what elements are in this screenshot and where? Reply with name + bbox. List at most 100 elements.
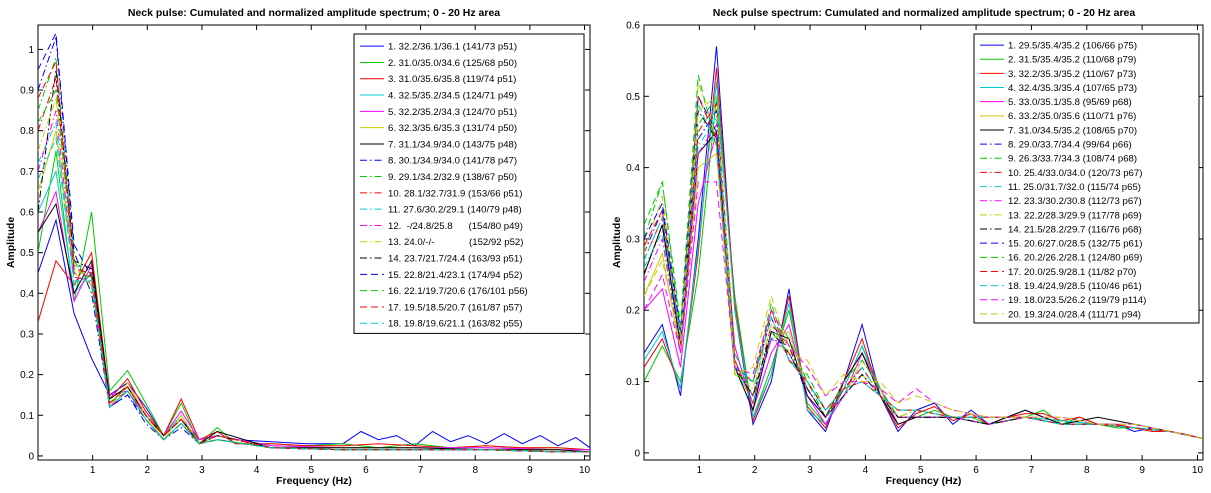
chart-title: Neck pulse spectrum: Cumulated and norma… (713, 7, 1136, 19)
legend-label-14: 14. 23.7/21.7/24.4 (163/93 p51) (388, 253, 522, 264)
y-tick-label: 0.2 (626, 306, 640, 317)
x-axis-label: Frequency (Hz) (886, 475, 962, 487)
y-tick-label: 0 (634, 448, 640, 459)
series-line-17 (644, 96, 1203, 440)
x-axis-label: Frequency (Hz) (276, 475, 352, 487)
x-tick-label: 3 (807, 465, 813, 476)
series-line-18 (38, 136, 590, 453)
legend-label-18: 18. 19.8/19.6/21.1 (163/82 p55) (388, 319, 522, 330)
x-tick-label: 5 (308, 465, 314, 476)
legend-label-8: 8. 30.1/34.9/34.0 (141/78 p47) (388, 156, 517, 167)
legend-label-19: 19. 18.0/23.5/26.2 (119/79 p114) (1008, 295, 1146, 306)
series-line-17 (38, 59, 590, 453)
x-tick-label: 10 (579, 465, 591, 476)
x-tick-label: 2 (145, 465, 151, 476)
legend-label-1: 1. 29.5/35.4/35.2 (106/66 p75) (1008, 40, 1137, 51)
y-tick-label: 0.6 (20, 208, 34, 219)
y-tick-label: 0.7 (20, 167, 34, 178)
x-tick-label: 8 (1084, 465, 1090, 476)
chart-panel-right: Neck pulse spectrum: Cumulated and norma… (606, 0, 1211, 493)
series-line-7 (644, 130, 1203, 440)
x-tick-label: 6 (363, 465, 369, 476)
x-tick-label: 1 (90, 465, 96, 476)
spectrum-chart-right: Neck pulse spectrum: Cumulated and norma… (611, 7, 1204, 487)
series-line-20 (644, 95, 1203, 440)
chart-title: Neck pulse: Cumulated and normalized amp… (128, 7, 500, 19)
legend-label-2: 2. 31.0/35.0/34.6 (125/68 p50) (388, 58, 517, 69)
x-tick-label: 4 (254, 465, 260, 476)
legend-label-13: 13. 24.0/-/- (152/92 p52) (388, 237, 523, 248)
x-tick-label: 2 (752, 465, 758, 476)
y-axis-label: Amplitude (611, 217, 623, 268)
x-tick-label: 5 (918, 465, 924, 476)
y-axis-label: Amplitude (5, 217, 17, 268)
series-line-2 (644, 96, 1203, 440)
legend-label-7: 7. 31.0/34.5/35.2 (108/65 p70) (1008, 125, 1137, 136)
x-tick-label: 6 (973, 465, 979, 476)
x-tick-label: 10 (1192, 465, 1204, 476)
x-tick-label: 9 (527, 465, 533, 476)
legend-label-7: 7. 31.1/34.9/34.0 (143/75 p48) (388, 139, 517, 150)
legend-label-12: 12. -/24.8/25.8 (154/80 p49) (388, 221, 523, 232)
legend-label-9: 9. 26.3/33.7/34.3 (108/74 p68) (1008, 154, 1137, 165)
legend-label-5: 5. 32.2/35.2/34.3 (124/70 p51) (388, 107, 517, 118)
legend: 1. 29.5/35.4/35.2 (106/66 p75) 2. 31.5/35… (973, 33, 1200, 324)
legend-label-4: 4. 32.4/35.3/35.4 (107/65 p73) (1008, 83, 1137, 94)
y-tick-label: 1 (28, 45, 34, 56)
legend-label-16: 16. 20.2/26.2/28.1 (124/80 p69) (1008, 253, 1142, 264)
y-tick-label: 0.4 (626, 163, 640, 174)
y-tick-label: 0.6 (626, 21, 640, 32)
y-tick-label: 0.8 (20, 126, 34, 137)
x-tick-label: 9 (1139, 465, 1145, 476)
series-line-15 (38, 31, 590, 453)
legend-label-5: 5. 33.0/35.1/35.8 (95/69 p68) (1008, 97, 1132, 108)
legend-label-3: 3. 32.2/35.3/35.2 (110/67 p73) (1008, 69, 1136, 80)
x-tick-label: 1 (697, 465, 703, 476)
series-line-8 (38, 37, 590, 453)
series-lines (644, 46, 1203, 440)
legend: 1. 32.2/36.1/36.1 (141/73 p51) 2. 31.0/35… (353, 33, 585, 334)
spectrum-chart-left: Neck pulse: Cumulated and normalized amp… (5, 7, 591, 487)
legend-label-6: 6. 33.2/35.0/35.6 (110/71 p76) (1008, 111, 1136, 122)
x-tick-label: 3 (199, 465, 205, 476)
legend-label-6: 6. 32.3/35.6/35.3 (131/74 p50) (388, 123, 517, 134)
legend-label-9: 9. 29.1/34.2/32.9 (138/67 p50) (388, 172, 517, 183)
legend-label-10: 10. 25.4/33.0/34.0 (120/73 p67) (1008, 168, 1142, 179)
x-tick-label: 7 (1029, 465, 1035, 476)
legend-label-11: 11. 25.0/31.7/32.0 (115/74 p65) (1008, 182, 1141, 193)
legend-label-8: 8. 29.0/33.7/34.4 (99/64 p66) (1008, 140, 1132, 151)
y-tick-label: 0.2 (20, 370, 34, 381)
x-tick-label: 4 (863, 465, 869, 476)
series-lines (38, 31, 590, 453)
legend-label-16: 16. 22.1/19.7/20.6 (176/101 p56) (388, 286, 528, 297)
legend-label-3: 3. 31.0/35.6/35.8 (119/74 p51) (388, 74, 516, 85)
legend-label-18: 18. 19.4/24.9/28.5 (110/46 p61) (1008, 281, 1142, 292)
legend-label-10: 10. 28.1/32.7/31.9 (153/66 p51) (388, 188, 522, 199)
legend-label-4: 4. 32.5/35.2/34.5 (124/71 p49) (388, 90, 517, 101)
y-tick-label: 0 (28, 451, 34, 462)
y-tick-label: 0.5 (626, 92, 640, 103)
series-line-18 (644, 103, 1203, 440)
legend-label-17: 17. 20.0/25.9/28.1 (11/82 p70) (1008, 267, 1136, 278)
y-tick-label: 0.1 (626, 377, 640, 388)
legend-label-20: 20. 19.3/24.0/28.4 (111/71 p94) (1008, 309, 1141, 320)
y-tick-label: 0.3 (20, 329, 34, 340)
series-line-12 (38, 110, 590, 453)
y-tick-label: 0.1 (20, 411, 34, 422)
legend-label-14: 14. 21.5/28.2/29.7 (116/76 p68) (1008, 224, 1142, 235)
y-tick-label: 0.5 (20, 248, 34, 259)
legend-label-15: 15. 20.6/27.0/28.5 (132/75 p61) (1008, 239, 1142, 250)
x-tick-label: 8 (472, 465, 478, 476)
legend-box (353, 33, 585, 334)
legend-label-1: 1. 32.2/36.1/36.1 (141/73 p51) (388, 42, 517, 53)
legend-box (973, 33, 1200, 324)
y-tick-label: 0.9 (20, 86, 34, 97)
legend-label-17: 17. 19.5/18.5/20.7 (161/87 p57) (388, 302, 522, 313)
legend-label-12: 12. 23.3/30.2/30.8 (112/73 p67) (1008, 196, 1142, 207)
y-tick-label: 0.4 (20, 289, 34, 300)
legend-label-15: 15. 22.8/21.4/23.1 (174/94 p52) (388, 270, 522, 281)
legend-label-2: 2. 31.5/35.4/35.2 (110/68 p79) (1008, 55, 1136, 66)
legend-label-13: 13. 22.2/28.3/29.9 (117/78 p69) (1008, 210, 1142, 221)
y-tick-label: 0.3 (626, 234, 640, 245)
x-tick-label: 7 (418, 465, 424, 476)
